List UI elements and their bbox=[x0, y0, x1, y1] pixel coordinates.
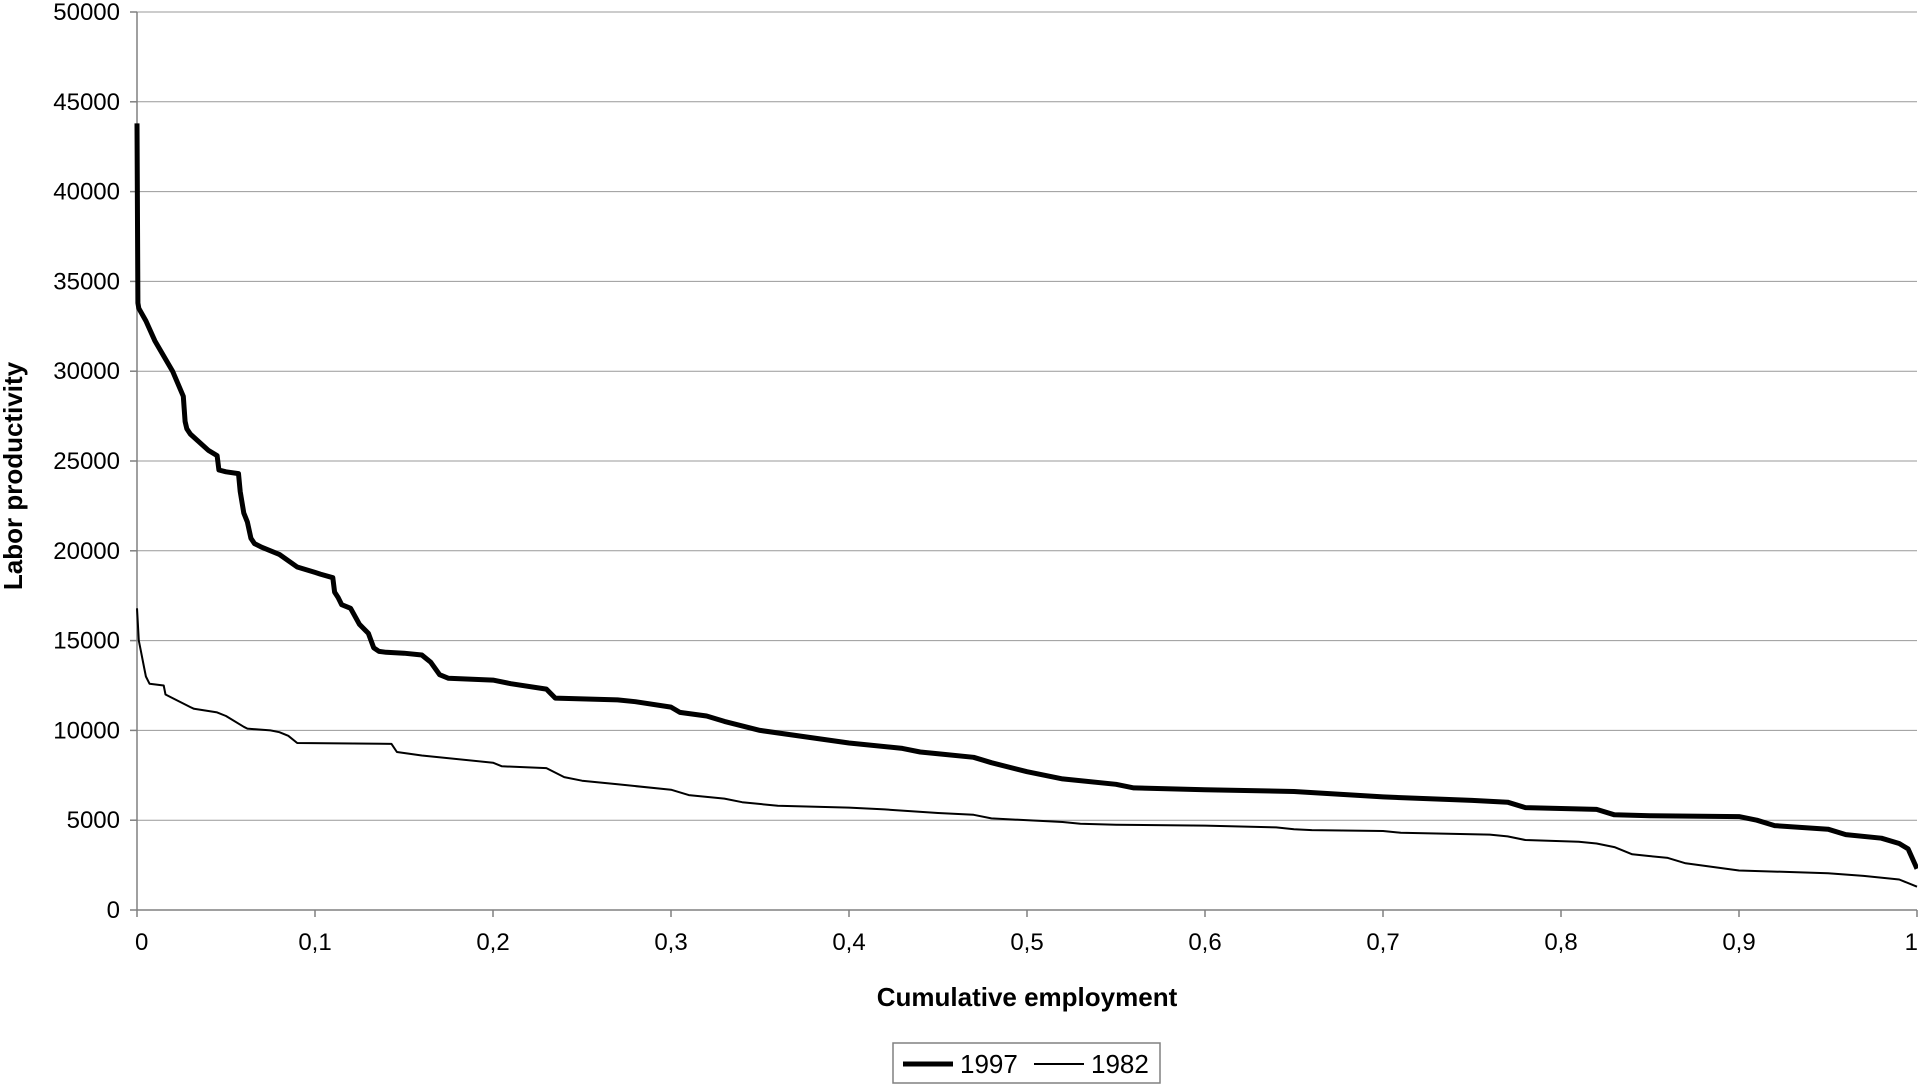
series-line-1982 bbox=[136, 608, 1918, 888]
x-tick-label: 0,7 bbox=[1366, 929, 1399, 956]
legend-label-1982: 1982 bbox=[1091, 1049, 1149, 1079]
legend-label-1997: 1997 bbox=[960, 1049, 1018, 1079]
x-tick-label: 0,1 bbox=[298, 929, 331, 956]
x-tick-label: 0,9 bbox=[1722, 929, 1755, 956]
series-lines bbox=[134, 123, 1918, 888]
x-tick-label: 0,5 bbox=[1010, 929, 1043, 956]
y-tick-labels: 0 5000 10000 15000 20000 25000 30000 35000 40000… bbox=[53, 0, 137, 924]
y-tick-label: 40000 bbox=[53, 179, 120, 206]
y-tick-label: 10000 bbox=[53, 717, 120, 744]
series-line-1997 bbox=[134, 123, 1918, 870]
x-tick-label: 0 bbox=[135, 929, 148, 956]
y-tick-label: 30000 bbox=[53, 358, 120, 385]
x-tick-label: 0,3 bbox=[654, 929, 687, 956]
x-tick-labels: 0 0,1 0,2 0,3 0,4 0,5 0,6 0,7 0,8 0,9 1 bbox=[135, 910, 1918, 956]
x-tick-label: 0,2 bbox=[476, 929, 509, 956]
x-axis-title: Cumulative employment bbox=[877, 982, 1178, 1012]
y-tick-label: 35000 bbox=[53, 268, 120, 295]
legend: 1997 1982 bbox=[892, 1042, 1161, 1084]
y-tick-label: 45000 bbox=[53, 89, 120, 116]
y-tick-label: 20000 bbox=[53, 538, 120, 565]
x-tick-label: 1 bbox=[1905, 929, 1918, 956]
y-tick-label: 15000 bbox=[53, 628, 120, 655]
y-tick-label: 5000 bbox=[67, 807, 120, 834]
y-tick-label: 50000 bbox=[53, 0, 120, 26]
x-tick-label: 0,6 bbox=[1188, 929, 1221, 956]
grid-lines bbox=[137, 11, 1917, 821]
y-axis-title: Labor productivity bbox=[0, 361, 28, 590]
x-tick-label: 0,4 bbox=[832, 929, 865, 956]
y-tick-label: 25000 bbox=[53, 448, 120, 475]
x-tick-label: 0,8 bbox=[1544, 929, 1577, 956]
y-tick-label: 0 bbox=[107, 897, 120, 924]
